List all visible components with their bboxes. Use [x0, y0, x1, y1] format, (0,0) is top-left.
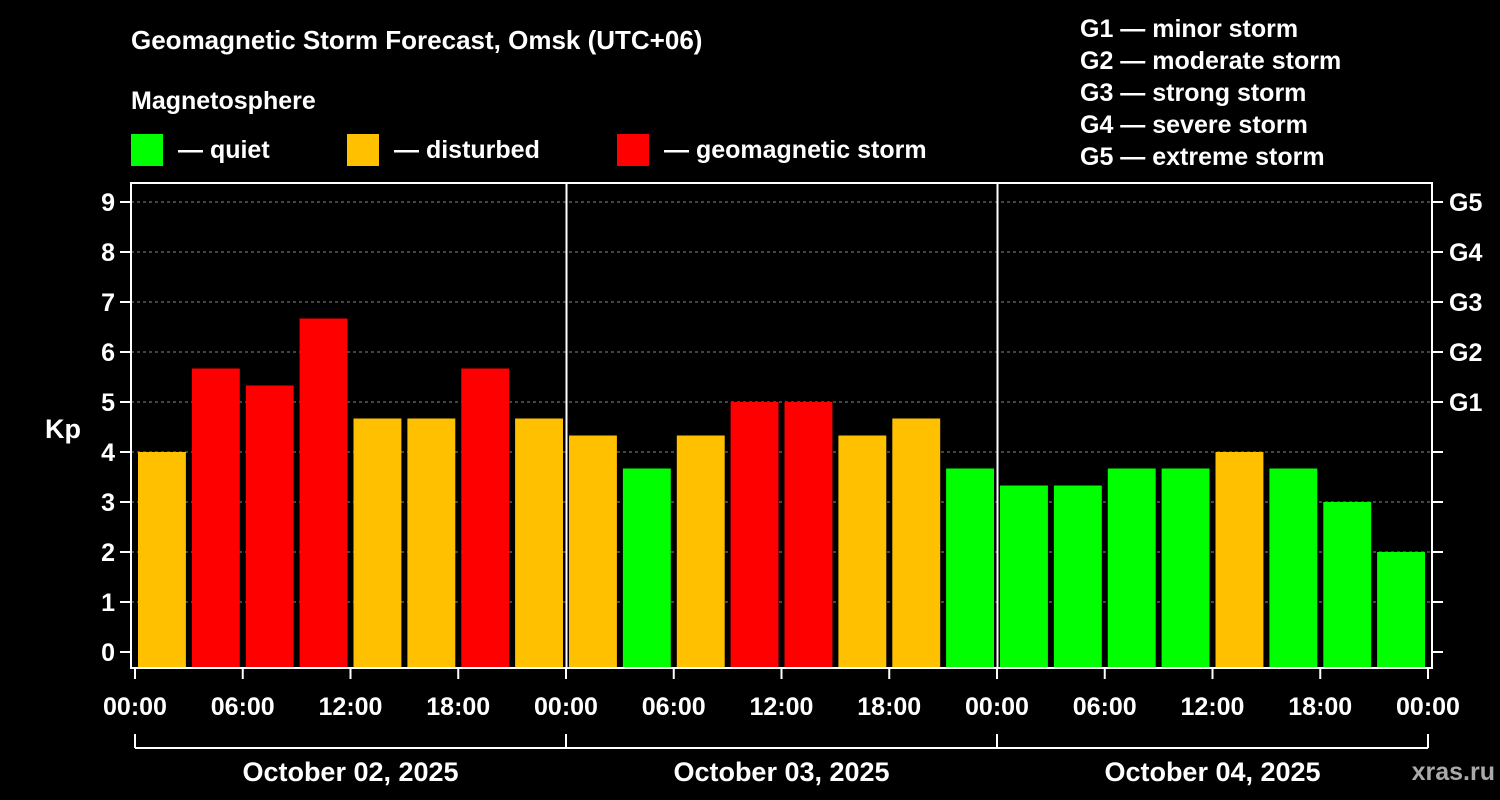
- legend-label-disturbed: — disturbed: [394, 136, 540, 164]
- kp-bar: [1323, 502, 1372, 668]
- x-tick-label: 06:00: [642, 693, 706, 721]
- kp-bars: [138, 318, 1425, 668]
- kp-bar: [1215, 452, 1264, 668]
- g-level-label: G2: [1449, 339, 1482, 367]
- kp-bar: [569, 435, 617, 668]
- x-tick-label: 00:00: [534, 693, 598, 721]
- y-tick-label: 7: [101, 289, 115, 317]
- kp-bar: [784, 402, 833, 668]
- day-dividers: [565, 183, 999, 668]
- kp-bar: [676, 435, 725, 668]
- y-tick-label: 3: [101, 489, 115, 517]
- kp-bar: [299, 318, 348, 668]
- kp-bar: [138, 452, 186, 668]
- legend: — quiet — disturbed — geomagnetic storm: [131, 134, 927, 166]
- legend-label-storm: — geomagnetic storm: [664, 136, 927, 164]
- kp-bar: [245, 385, 294, 668]
- kp-bar: [461, 368, 510, 668]
- x-tick-label: 12:00: [750, 693, 814, 721]
- kp-bar: [1161, 468, 1210, 668]
- x-tick-label: 00:00: [1396, 693, 1460, 721]
- g-level-label: G5: [1449, 189, 1482, 217]
- kp-bar: [1377, 552, 1425, 668]
- y-tick-label: 8: [101, 239, 115, 267]
- x-tick-label: 18:00: [857, 693, 921, 721]
- kp-bar: [1053, 485, 1102, 668]
- storm-level-key: G1 — minor storm G2 — moderate storm G3 …: [1080, 15, 1341, 171]
- y-tick-label: 0: [101, 639, 115, 667]
- kp-bar: [1000, 485, 1048, 668]
- x-tick-label: 00:00: [103, 693, 167, 721]
- x-tick-label: 12:00: [1181, 693, 1245, 721]
- g-level-label: G3: [1449, 289, 1482, 317]
- chart-subtitle: Magnetosphere: [131, 87, 316, 115]
- x-tick-label: 06:00: [211, 693, 275, 721]
- y-axis-label: Kp: [45, 414, 81, 444]
- day-labels: October 02, 2025 October 03, 2025 October …: [242, 757, 1320, 787]
- kp-bar: [730, 402, 779, 668]
- kp-bar: [353, 418, 402, 668]
- kp-bar: [838, 435, 887, 668]
- legend-swatch-quiet: [131, 134, 163, 166]
- watermark: xras.ru: [1412, 758, 1495, 786]
- kp-bar: [946, 468, 994, 668]
- storm-level-g2: G2 — moderate storm: [1080, 47, 1341, 75]
- chart-title: Geomagnetic Storm Forecast, Omsk (UTC+06…: [131, 25, 702, 55]
- y-tick-label: 5: [101, 389, 115, 417]
- y-tick-label: 1: [101, 589, 115, 617]
- g-level-label: G1: [1449, 389, 1482, 417]
- storm-level-g3: G3 — strong storm: [1080, 79, 1306, 107]
- y-axis-right: G1 G2 G3 G4 G5: [1432, 189, 1482, 653]
- storm-level-g5: G5 — extreme storm: [1080, 143, 1325, 171]
- kp-bar: [515, 418, 563, 668]
- kp-bar: [407, 418, 456, 668]
- day-label: October 02, 2025: [242, 757, 458, 787]
- kp-bar: [892, 418, 941, 668]
- storm-level-g4: G4 — severe storm: [1080, 111, 1308, 139]
- x-tick-label: 12:00: [319, 693, 383, 721]
- kp-bar: [191, 368, 240, 668]
- kp-bar: [622, 468, 671, 668]
- y-tick-label: 2: [101, 539, 115, 567]
- legend-swatch-storm: [617, 134, 649, 166]
- legend-swatch-disturbed: [347, 134, 379, 166]
- legend-label-quiet: — quiet: [178, 136, 270, 164]
- y-axis-left: 0 1 2 3 4 5 6 7 8 9: [101, 189, 131, 667]
- y-tick-label: 4: [101, 439, 115, 467]
- x-axis: 00:00 06:00 12:00 18:00 00:00 06:00 12:00 18:00…: [103, 668, 1460, 721]
- x-tick-label: 06:00: [1073, 693, 1137, 721]
- day-label: October 04, 2025: [1104, 757, 1320, 787]
- x-tick-label: 18:00: [426, 693, 490, 721]
- kp-bar: [1269, 468, 1318, 668]
- x-tick-label: 00:00: [965, 693, 1029, 721]
- kp-bar: [1107, 468, 1156, 668]
- storm-level-g1: G1 — minor storm: [1080, 15, 1298, 43]
- day-bracket: [134, 734, 1429, 749]
- x-tick-label: 18:00: [1288, 693, 1352, 721]
- y-tick-label: 9: [101, 189, 115, 217]
- gridlines: [131, 201, 1432, 603]
- day-label: October 03, 2025: [673, 757, 889, 787]
- y-tick-label: 6: [101, 339, 115, 367]
- g-level-label: G4: [1449, 239, 1482, 267]
